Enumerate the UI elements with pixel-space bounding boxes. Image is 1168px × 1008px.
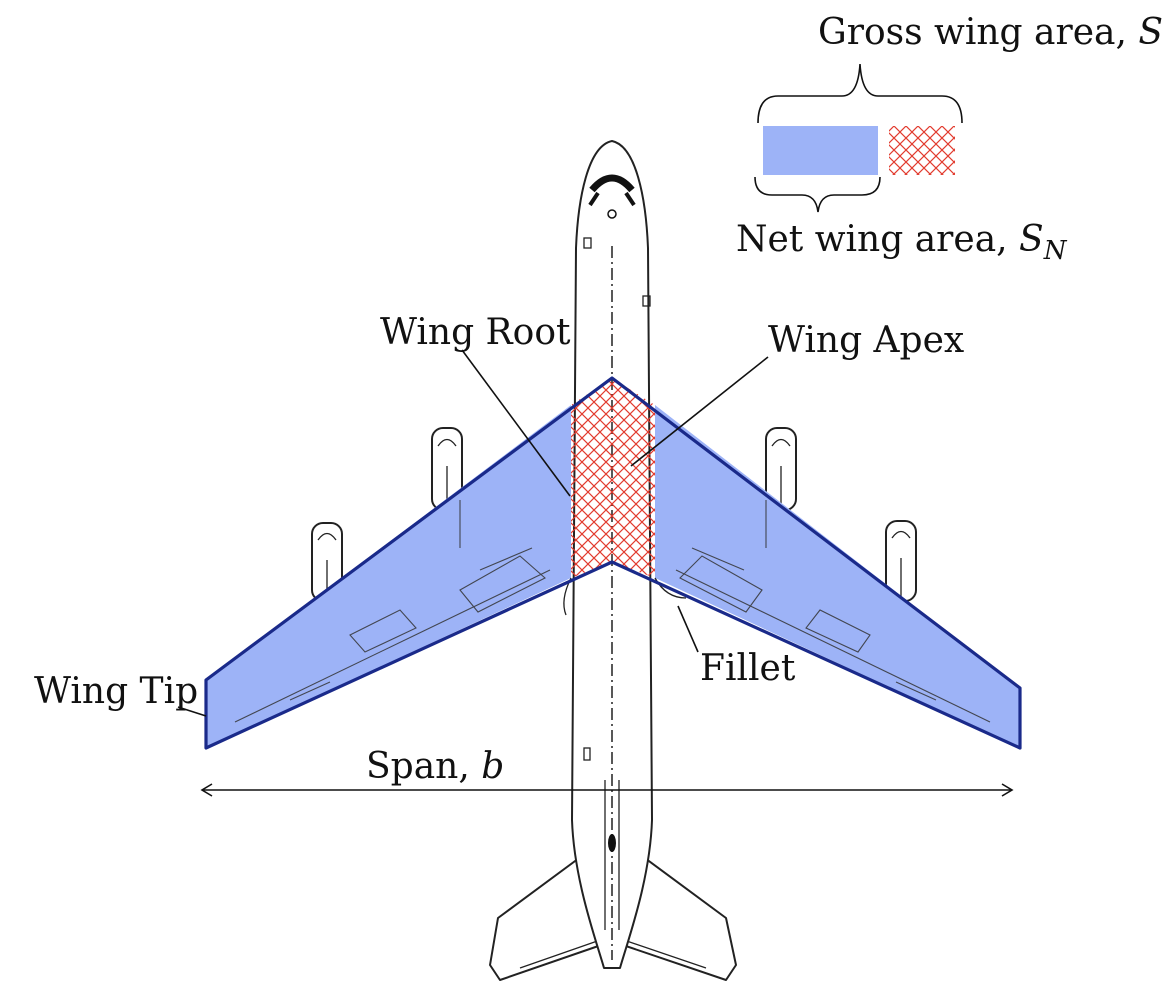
wing-root-leader [461, 349, 571, 497]
wing-tip-leader [177, 706, 207, 717]
wing-flap-details [234, 500, 991, 723]
hatched-area-swatch [889, 126, 955, 175]
net-area-brace [754, 176, 881, 213]
span-label: Span, b [366, 746, 504, 787]
gross-area-brace [757, 63, 963, 124]
net-area-swatch [763, 126, 878, 175]
span-dimension-arrow [200, 783, 1014, 797]
right-net-wing [655, 405, 1020, 748]
wing-root-label: Wing Root [380, 312, 571, 353]
net-wing-area-label: Net wing area, SN [736, 219, 1068, 266]
gross-wing-area-label: Gross wing area, S [818, 12, 1163, 53]
fillet-leader [677, 605, 699, 653]
gross-wing-outline [204, 376, 1022, 750]
wing-tip-label: Wing Tip [34, 671, 198, 712]
left-net-wing [206, 405, 571, 748]
wing-apex-leader [630, 356, 769, 467]
cockpit-windows [588, 174, 636, 219]
legend [754, 63, 963, 213]
fillet-label: Fillet [700, 648, 796, 689]
wing-carrythrough-hatched [571, 378, 655, 578]
wing-apex-label: Wing Apex [768, 320, 964, 361]
left-outer-engine [311, 522, 343, 602]
